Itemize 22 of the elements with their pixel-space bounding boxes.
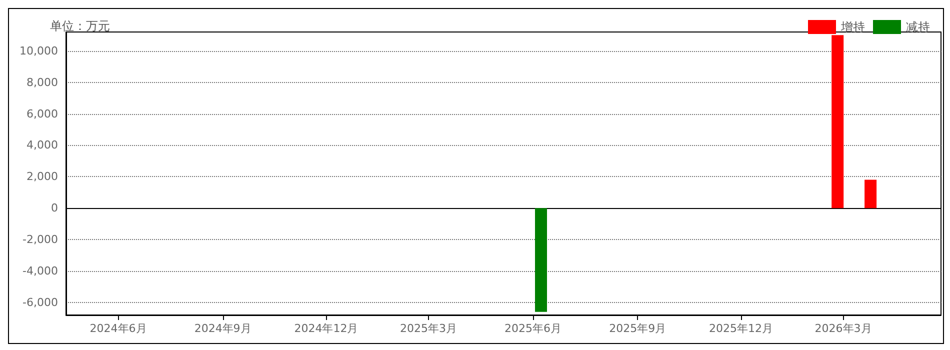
legend-label: 增持 — [840, 20, 865, 34]
x-tick-label: 2024年6月 — [90, 322, 147, 335]
y-tick-label: 8,000 — [26, 76, 58, 89]
x-tick-label: 2025年6月 — [504, 322, 562, 335]
bar — [864, 180, 877, 208]
x-tick-label: 2024年9月 — [194, 322, 252, 335]
y-tick-label: -6,000 — [22, 296, 58, 309]
x-tick-label: 2025年3月 — [400, 322, 457, 335]
y-tick-label: 2,000 — [26, 170, 58, 184]
y-tick-label: 10,000 — [20, 44, 58, 58]
y-tick-label: 6,000 — [26, 107, 58, 120]
y-tick-label: 4,000 — [26, 138, 58, 152]
bar — [535, 208, 547, 312]
annotation: 单位：万元 — [50, 19, 110, 33]
y-tick-label: -2,000 — [22, 233, 58, 246]
x-tick-label: 2026年3月 — [814, 322, 872, 335]
x-tick-label: 2024年12月 — [294, 322, 358, 335]
y-tick-label: -4,000 — [22, 264, 58, 278]
x-tick-label: 2025年9月 — [609, 322, 666, 335]
y-tick-label: 0 — [51, 202, 58, 215]
legend-label: 减持 — [906, 20, 930, 34]
x-tick-label: 2025年12月 — [709, 322, 773, 335]
